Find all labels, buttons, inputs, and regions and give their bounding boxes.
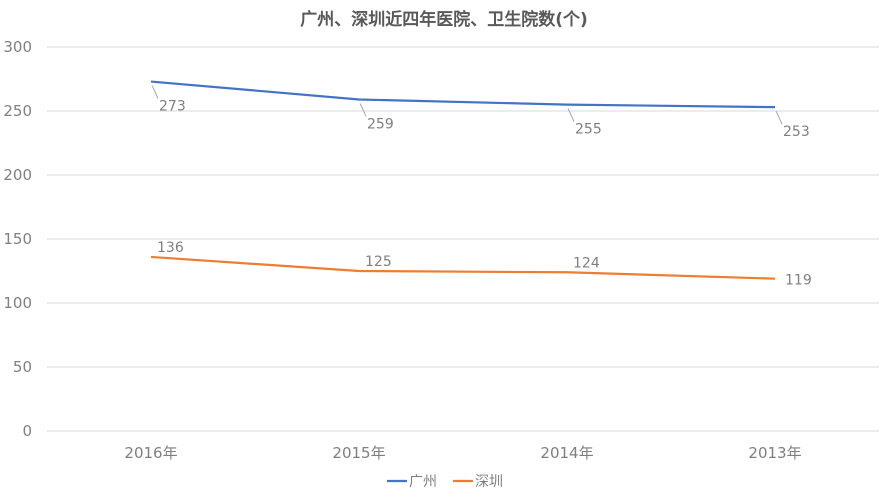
data-label: 259 xyxy=(367,116,394,132)
label-leader-line xyxy=(151,85,159,99)
legend-label: 广州 xyxy=(409,474,437,490)
x-tick-label: 2015年 xyxy=(332,444,385,462)
data-label: 136 xyxy=(157,240,184,256)
y-tick-label: 200 xyxy=(3,166,32,184)
data-label: 119 xyxy=(785,273,812,289)
data-label: 124 xyxy=(573,255,600,271)
legend: 广州 深圳 xyxy=(387,474,503,490)
label-leader-line xyxy=(359,103,367,117)
y-tick-label: 100 xyxy=(3,294,32,312)
legend-label: 深圳 xyxy=(475,474,503,490)
x-axis: 2016年 2015年 2014年 2013年 xyxy=(124,444,801,462)
label-leader-line xyxy=(567,108,575,122)
data-label: 255 xyxy=(575,122,602,138)
series-lines xyxy=(150,80,776,280)
y-tick-label: 50 xyxy=(13,358,32,376)
data-label: 273 xyxy=(159,99,186,115)
x-tick-label: 2016年 xyxy=(124,444,177,462)
label-leader-line xyxy=(775,110,783,125)
data-label: 125 xyxy=(365,254,392,270)
x-tick-label: 2013年 xyxy=(748,444,801,462)
series-line xyxy=(150,80,776,109)
chart-title: 广州、深圳近四年医院、卫生院数(个) xyxy=(300,9,588,30)
y-tick-label: 150 xyxy=(3,230,32,248)
data-labels: 273 259 255 253 136 125 124 119 xyxy=(151,85,812,289)
y-tick-label: 250 xyxy=(3,102,32,120)
data-label: 253 xyxy=(783,124,810,140)
series-line xyxy=(150,255,776,280)
x-tick-label: 2014年 xyxy=(540,444,593,462)
gridlines xyxy=(47,46,879,432)
y-tick-label: 0 xyxy=(22,422,32,440)
y-tick-label: 300 xyxy=(3,38,32,56)
y-axis: 0 50 100 150 200 250 300 xyxy=(3,38,32,440)
